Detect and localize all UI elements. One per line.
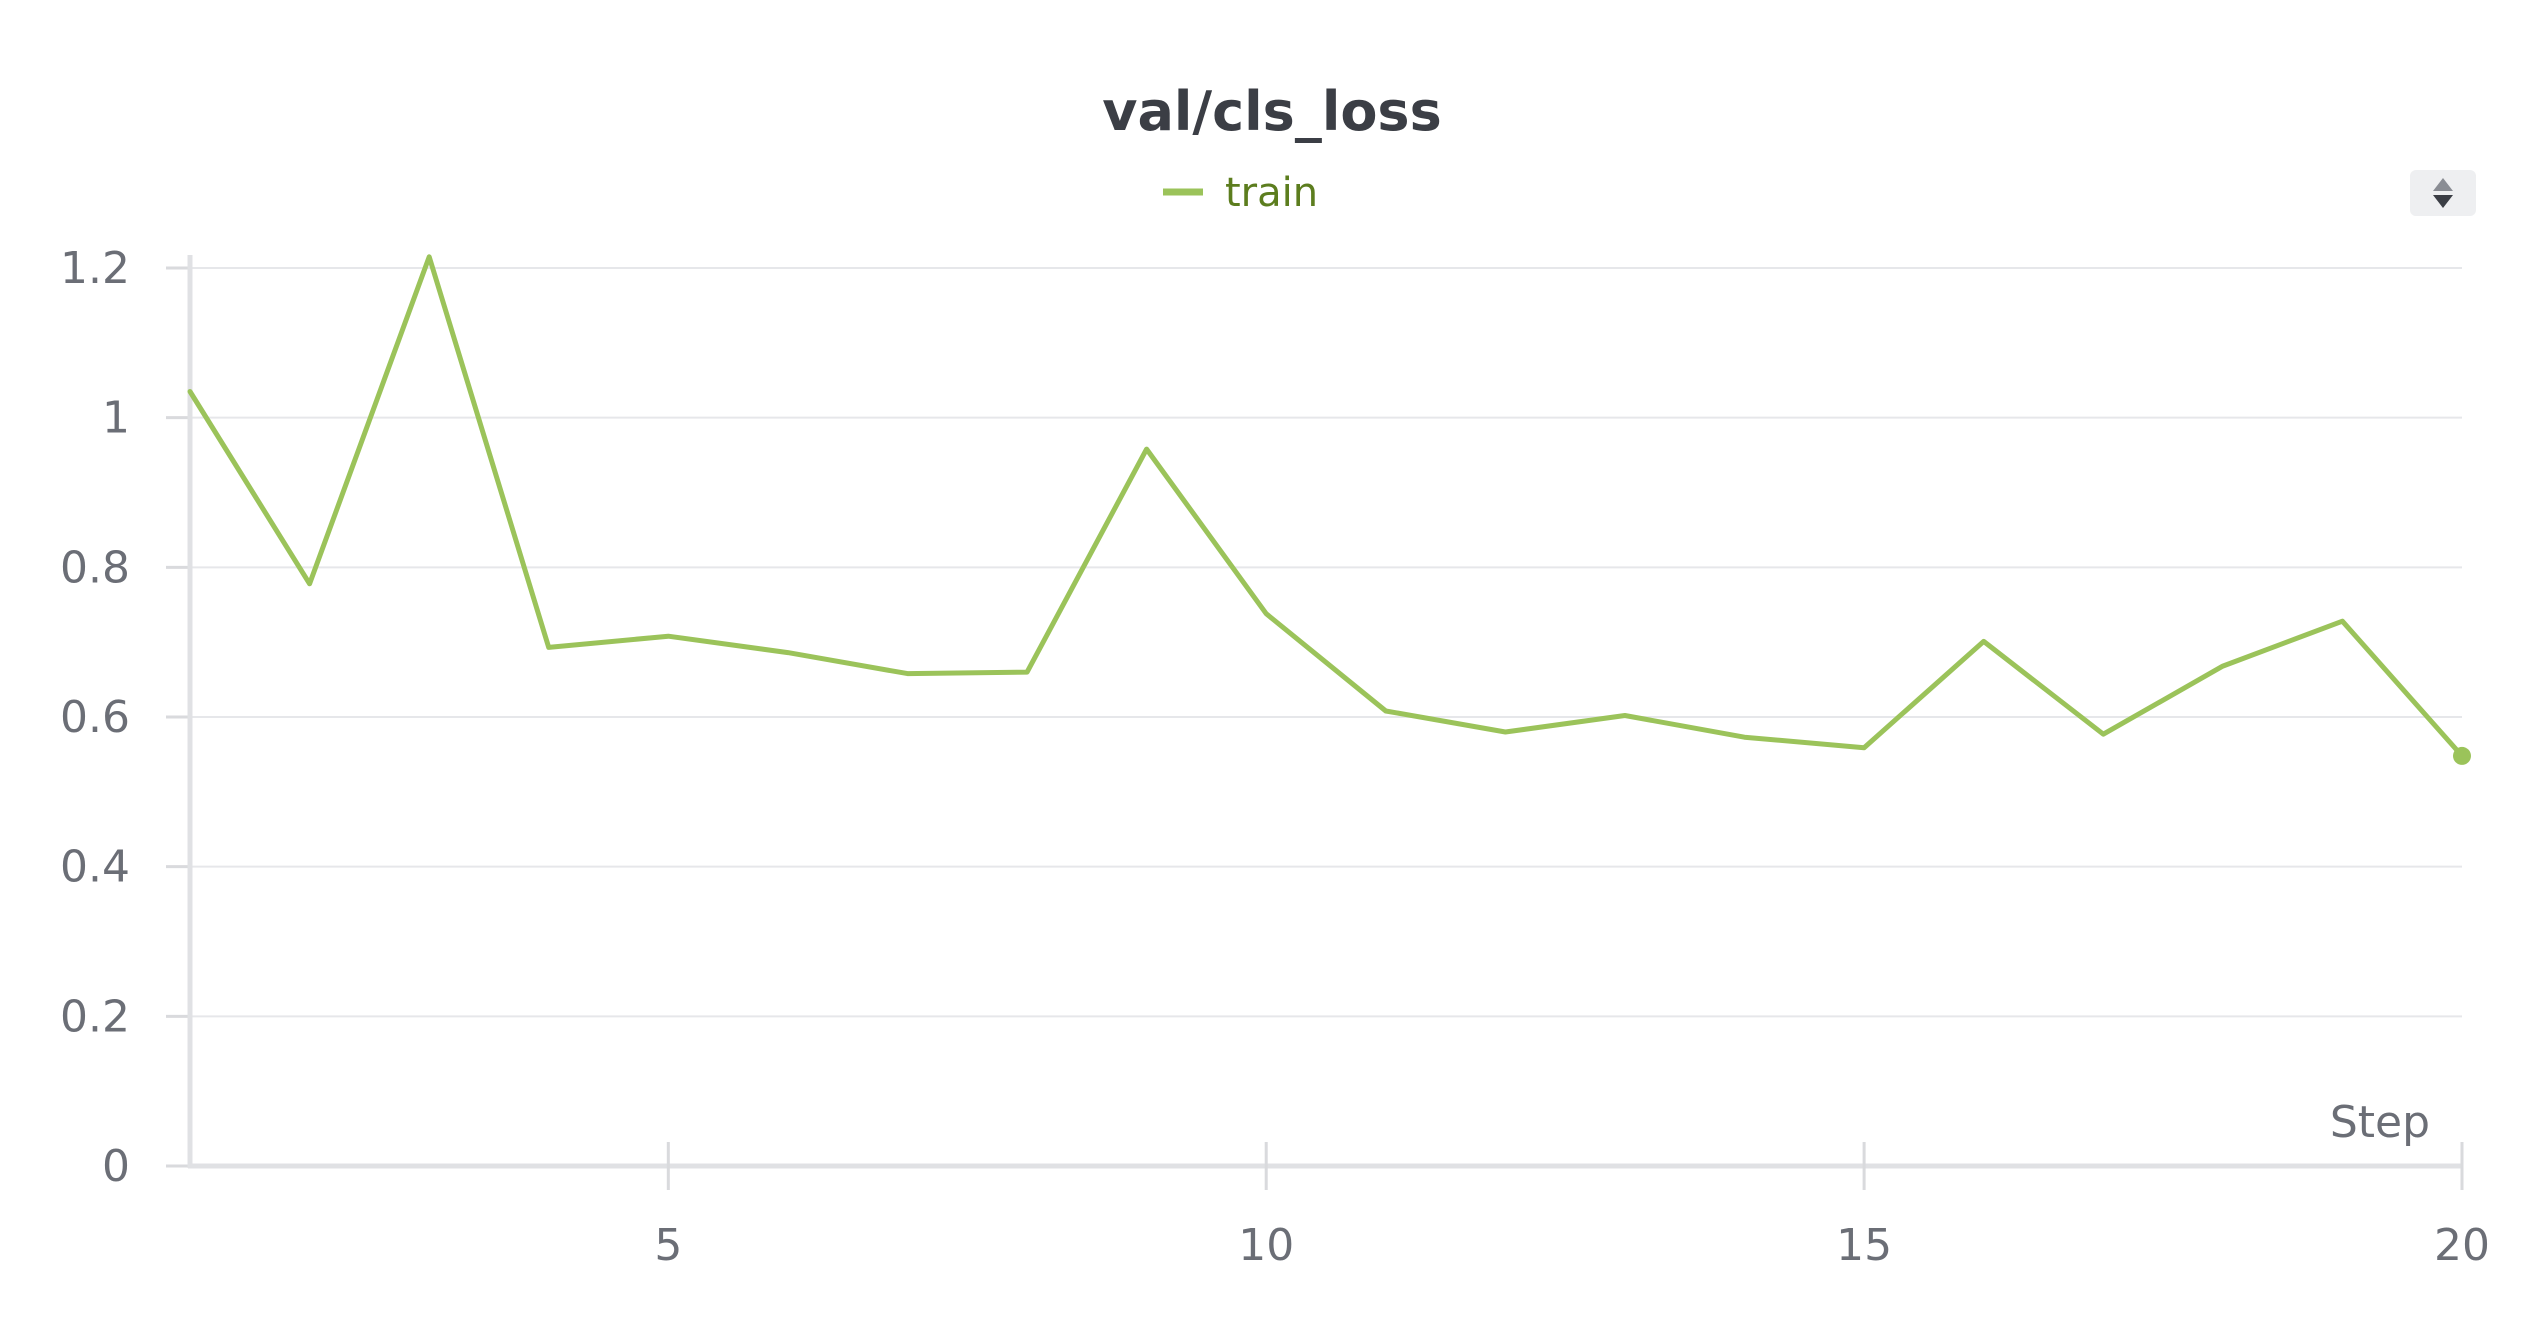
series-layer xyxy=(187,254,2471,765)
y-tick-label: 0.6 xyxy=(60,692,130,743)
x-tick-label: 10 xyxy=(1238,1220,1294,1271)
series-point-last xyxy=(2453,746,2471,765)
y-tick-label: 0.8 xyxy=(60,542,130,593)
y-tick-label: 0 xyxy=(102,1141,130,1192)
y-tick-label: 0.4 xyxy=(60,842,130,893)
legend[interactable]: train xyxy=(1163,170,1318,216)
y-axis: 0 0.2 0.4 0.6 0.8 1 1.2 xyxy=(60,243,193,1192)
x-tick-label: 20 xyxy=(2434,1220,2490,1271)
y-tick-label: 1 xyxy=(102,393,130,444)
x-tick-label: 5 xyxy=(654,1220,682,1271)
sort-up-icon xyxy=(2433,178,2453,191)
sort-down-icon xyxy=(2433,195,2453,208)
y-tick-label: 0.2 xyxy=(60,991,130,1042)
legend-label-train: train xyxy=(1225,170,1318,216)
grid-lines xyxy=(190,267,2462,1018)
chart-title: val/cls_loss xyxy=(1102,80,1441,143)
sort-toggle-button[interactable] xyxy=(2410,170,2476,216)
x-axis: 5 10 15 20 xyxy=(188,1142,2490,1271)
y-tick-label: 1.2 xyxy=(60,243,130,294)
series-line-train xyxy=(187,254,2465,759)
x-tick-label: 15 xyxy=(1836,1220,1892,1271)
x-axis-label: Step xyxy=(2330,1097,2430,1148)
